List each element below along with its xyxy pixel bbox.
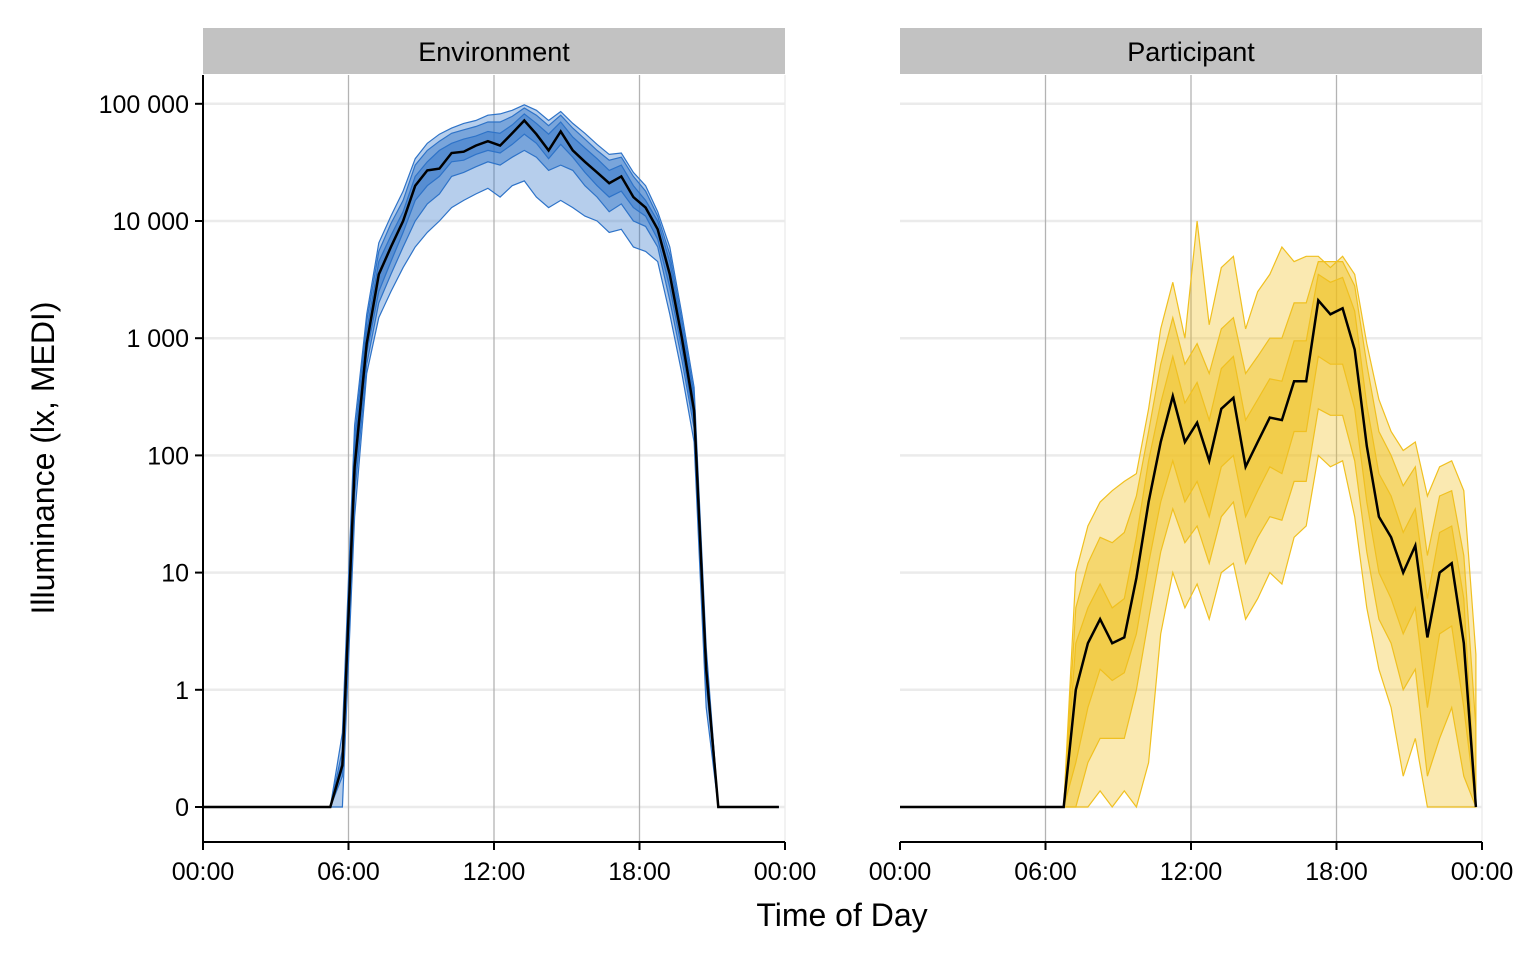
quantile-band-2	[209, 107, 779, 808]
strip-label: Environment	[418, 37, 570, 67]
x-axis-title: Time of Day	[756, 897, 927, 933]
strip-background	[900, 28, 1482, 74]
y-axis-title: Illuminance (lx, MEDI)	[25, 302, 61, 615]
y-tick-label: 0	[175, 794, 189, 822]
x-tick-label: 06:00	[1014, 858, 1077, 886]
strip-label: Participant	[1127, 37, 1255, 67]
y-tick-label: 100 000	[99, 91, 189, 119]
y-tick-label: 100	[147, 442, 189, 470]
x-tick-label: 00:00	[172, 858, 235, 886]
y-tick-label: 10 000	[113, 208, 189, 236]
median-line	[900, 297, 1478, 809]
strip-background	[203, 28, 785, 74]
x-tick-label: 00:00	[869, 858, 932, 886]
facet-panels: Environment 00:00 06:00 12:00 18:00 00:00 0 1 10…	[99, 28, 1514, 886]
y-tick-label: 1	[175, 677, 189, 705]
x-tick-label: 12:00	[1160, 858, 1223, 886]
facet-participant: Participant 00:00 06:00 12:00 18:00 00:00	[869, 28, 1514, 886]
quantile-band-3	[209, 104, 779, 808]
x-tick-label: 06:00	[317, 858, 380, 886]
x-tick-label: 18:00	[608, 858, 671, 886]
y-tick-label: 10	[161, 560, 189, 588]
x-tick-label: 18:00	[1305, 858, 1368, 886]
quantile-band-2	[906, 261, 1477, 808]
x-tick-label: 12:00	[463, 858, 526, 886]
quantile-band-1	[209, 113, 779, 808]
x-tick-label: 00:00	[1451, 858, 1514, 886]
x-tick-label: 00:00	[754, 858, 817, 886]
median-line	[203, 118, 779, 809]
y-tick-label: 1 000	[126, 325, 189, 353]
facet-environment: Environment 00:00 06:00 12:00 18:00 00:00 0 1 10…	[99, 28, 817, 886]
